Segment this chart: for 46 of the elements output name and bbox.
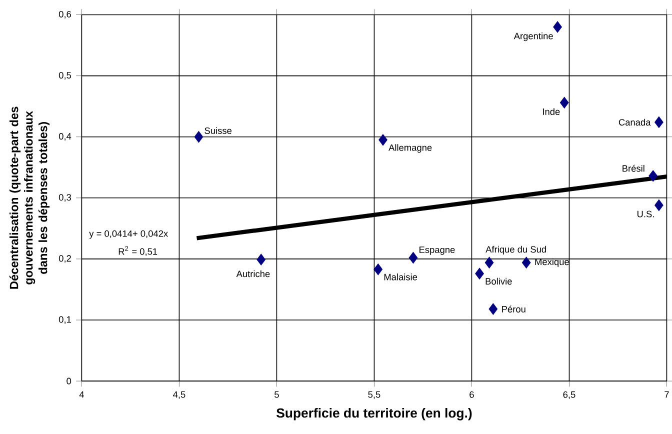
x-axis-title: Superficie du territoire (en log.): [276, 408, 472, 420]
point: [484, 256, 494, 269]
annotation: Bolivie: [486, 278, 512, 285]
point: [553, 21, 562, 33]
annotation: Brésil: [622, 164, 644, 172]
x-tick-label: 4: [79, 391, 84, 398]
annotation: Pérou: [502, 306, 526, 313]
point: [488, 303, 498, 315]
annotation: y = 0,0414+ 0,042x: [89, 230, 168, 239]
annotation: Mexique: [535, 258, 569, 268]
annotation: Argentine: [514, 32, 553, 42]
y-tick-label: 0,2: [58, 255, 71, 263]
point: [475, 268, 484, 280]
x-tick-label: 4,5: [173, 391, 186, 399]
point: [374, 264, 383, 276]
annotation: Inde: [543, 108, 560, 116]
point: [408, 252, 418, 264]
y-tick-label: 0: [66, 378, 72, 384]
annotation: U.S.: [637, 210, 654, 218]
point: [522, 256, 531, 269]
point: [194, 131, 204, 143]
annotation: Afrique du Sud: [486, 246, 546, 255]
annotation: Allemagne: [388, 144, 432, 153]
y-tick-label: 0,4: [58, 133, 72, 141]
point: [256, 254, 266, 266]
y-axis-title: Décentralisation (quote-part des gouvernements infranationaux dans les dépenses totales): [9, 106, 50, 289]
point: [648, 170, 658, 182]
point: [654, 116, 664, 128]
x-tick-label: 5,5: [368, 391, 380, 399]
point: [378, 134, 388, 146]
annotation: Canada: [618, 118, 651, 126]
x-tick-label: 5: [274, 391, 279, 398]
x-tick-label: 6: [470, 391, 474, 398]
annotation: Suisse: [204, 127, 232, 134]
annotation: Espagne: [420, 246, 455, 255]
y-tick-label: 0,3: [58, 194, 71, 202]
y-tick-label: 0,1: [58, 316, 71, 324]
annotation: R$^{2}$ = 0,51: [118, 246, 158, 256]
x-tick-label: 6,5: [563, 391, 576, 400]
annotation: Autriche: [236, 270, 270, 278]
point: [654, 200, 664, 212]
y-tick-label: 0,6: [58, 11, 71, 19]
annotation: Malaisie: [384, 274, 418, 280]
x-tick-label: 7: [664, 391, 669, 398]
point: [560, 96, 569, 109]
y-tick-label: 0,5: [58, 72, 72, 80]
